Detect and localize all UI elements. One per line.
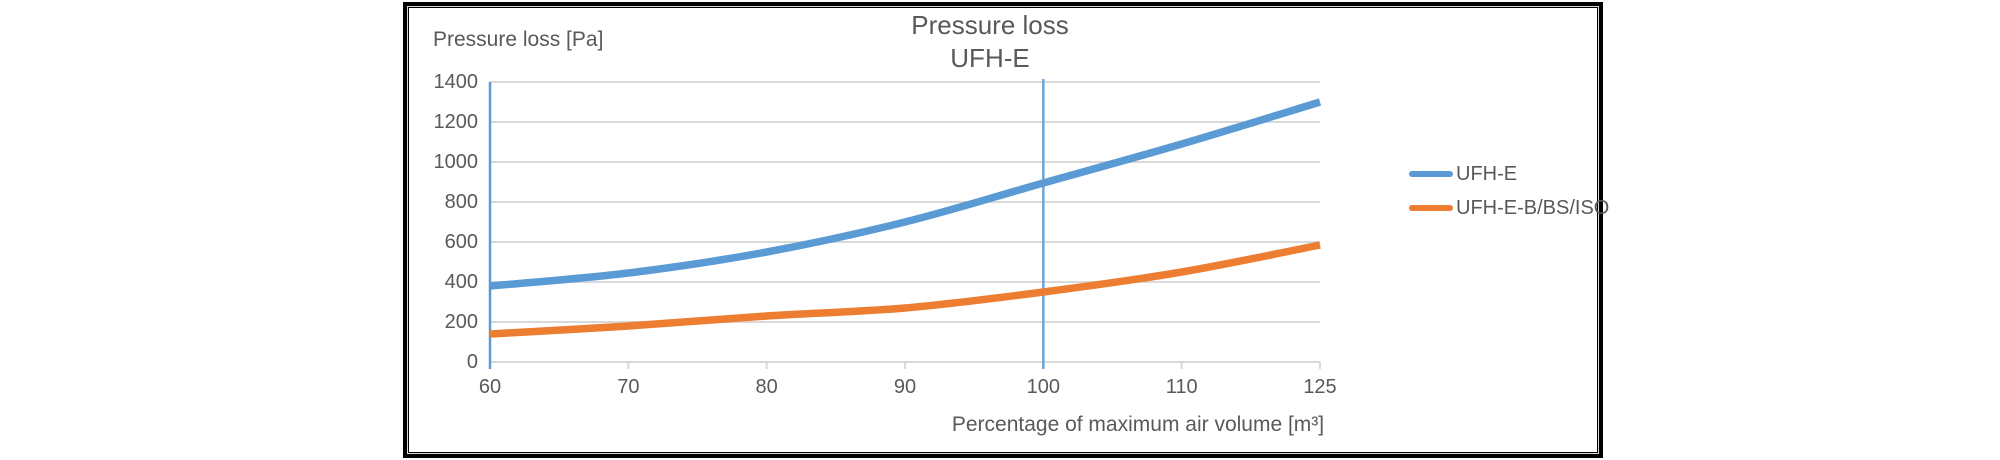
y-tick-label-0: 0 — [466, 351, 478, 373]
chart-title-line1: Pressure loss — [911, 10, 1069, 40]
chart-frame — [403, 2, 1603, 458]
chart-title: Pressure loss UFH-E — [690, 9, 1290, 75]
legend-item-ufh-e-b-bs-iso: UFH-E-B/BS/ISO — [1409, 196, 1609, 220]
y-tick-label-1200: 1200 — [433, 111, 479, 133]
chart-title-line2: UFH-E — [950, 43, 1030, 73]
series-line-ufh-e-b-bs-iso — [489, 241, 1321, 338]
x-tick-label-70: 70 — [617, 376, 640, 398]
legend-item-ufh-e: UFH-E — [1409, 162, 1609, 186]
y-tick-label-1400: 1400 — [433, 71, 479, 93]
legend-swatch-ufh-e-b-bs-iso — [1409, 205, 1453, 211]
x-tick-label-90: 90 — [893, 376, 917, 398]
y-tick-label-200: 200 — [444, 311, 478, 333]
y-tick-label-1000: 1000 — [433, 151, 479, 173]
x-tick-label-100: 100 — [1026, 376, 1061, 398]
x-tick-label-80: 80 — [755, 376, 778, 398]
x-tick-label-125: 125 — [1303, 376, 1337, 398]
y-tick-label-400: 400 — [444, 271, 478, 293]
y-tick-label-600: 600 — [444, 231, 478, 253]
y-tick-label-800: 800 — [444, 191, 478, 213]
legend-label-ufh-e-b-bs-iso: UFH-E-B/BS/ISO — [1456, 196, 1610, 219]
series-line-ufh-e — [489, 98, 1322, 290]
y-axis-header: Pressure loss [Pa] — [433, 28, 604, 51]
legend-label-ufh-e: UFH-E — [1456, 162, 1518, 185]
x-tick-label-60: 60 — [478, 376, 502, 398]
chart-inner-border — [407, 6, 1599, 454]
legend: UFH-E UFH-E-B/BS/ISO — [1409, 162, 1609, 230]
x-axis-title: Percentage of maximum air volume [m³] — [951, 413, 1325, 436]
legend-swatch-ufh-e — [1409, 171, 1453, 177]
x-tick-label-110: 110 — [1165, 376, 1198, 398]
